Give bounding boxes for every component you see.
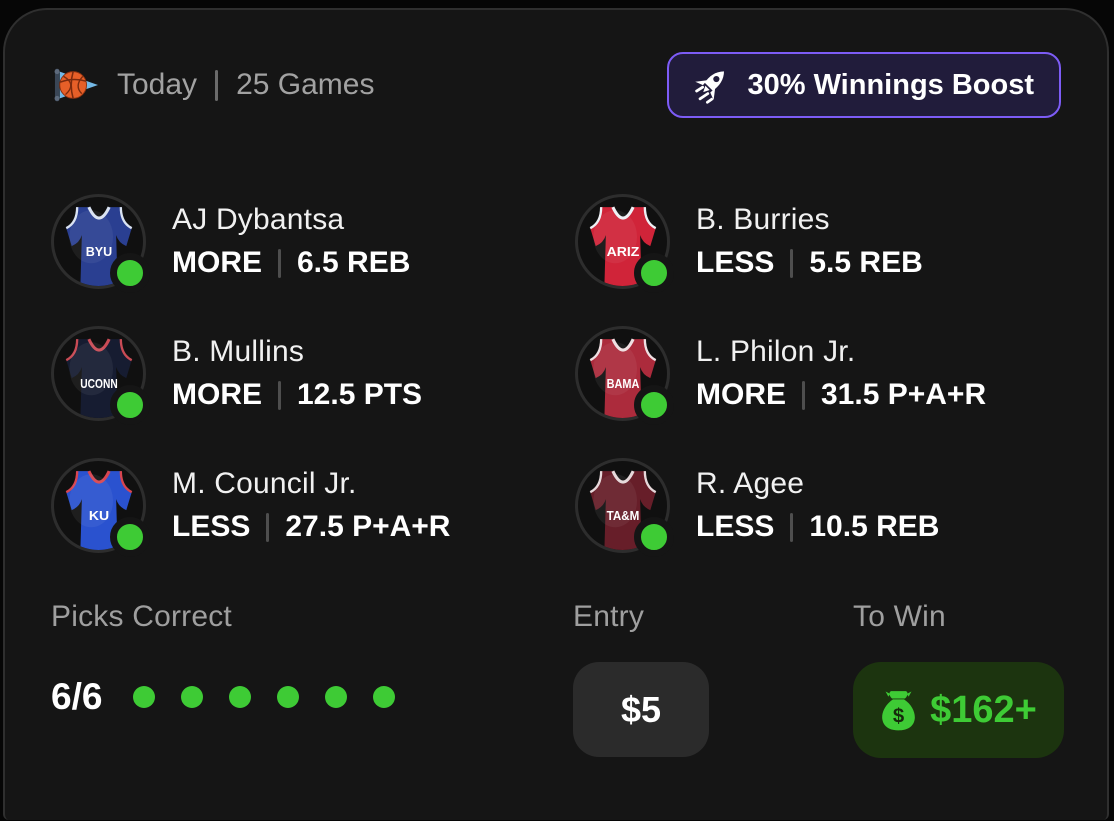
- date-label: Today: [117, 68, 198, 101]
- correct-pick-dot: [229, 686, 252, 708]
- player-avatar: BAMA: [575, 326, 674, 425]
- basketball-pennant-icon: [51, 63, 101, 107]
- pick-direction: MORE: [696, 378, 786, 411]
- money-bag-icon: $: [880, 690, 917, 731]
- pick-status-dot: [634, 253, 674, 293]
- player-name: B. Mullins: [172, 335, 305, 368]
- pick-divider: [278, 248, 281, 278]
- picks-correct-block: Picks Correct 6/6: [51, 600, 396, 718]
- pick-info: R. Agee LESS 10.5 REB: [696, 467, 939, 544]
- player-name: AJ Dybantsa: [172, 203, 345, 236]
- svg-text:BAMA: BAMA: [606, 377, 639, 391]
- jersey-icon: BAMA: [575, 326, 670, 421]
- to-win-label: To Win: [853, 600, 946, 633]
- picks-correct-score: 6/6: [51, 676, 103, 717]
- player-name: R. Agee: [696, 467, 805, 500]
- player-avatar: TA&M: [575, 458, 674, 557]
- svg-text:TA&M: TA&M: [606, 509, 639, 523]
- pick-value: 6.5 REB: [297, 246, 411, 279]
- pick-status-dot: [110, 253, 150, 293]
- pick-row[interactable]: UCONN B. Mullins MORE 12.5 PTS: [51, 326, 575, 425]
- to-win-pill: $ $162+: [853, 662, 1064, 758]
- pick-divider: [266, 512, 270, 542]
- player-name: B. Burries: [696, 203, 830, 236]
- player-name: L. Philon Jr.: [696, 335, 856, 368]
- picks-correct-dots: [133, 686, 396, 708]
- pick-row[interactable]: BYU AJ Dybantsa MORE 6.5 REB: [51, 194, 575, 293]
- winnings-boost-badge[interactable]: 30% Winnings Boost: [667, 52, 1061, 118]
- correct-pick-dot: [277, 686, 300, 708]
- pick-value: 10.5 REB: [809, 510, 940, 543]
- to-win-block: To Win $ $162+: [853, 600, 1064, 758]
- boost-label: 30% Winnings Boost: [747, 68, 1034, 101]
- correct-pick-dot: [181, 686, 204, 708]
- pick-line: MORE 12.5 PTS: [172, 378, 422, 412]
- pick-row[interactable]: KU M. Council Jr. LESS 27.5 P+A+R: [51, 458, 575, 557]
- pick-divider: [790, 512, 794, 542]
- pick-status-dot: [634, 385, 674, 425]
- pick-row[interactable]: ARIZ B. Burries LESS 5.5 REB: [575, 194, 1061, 293]
- pick-row[interactable]: TA&M R. Agee LESS 10.5 REB: [575, 458, 1061, 557]
- svg-text:BYU: BYU: [85, 245, 112, 259]
- to-win-amount: $162+: [930, 688, 1037, 731]
- pick-value: 5.5 REB: [809, 246, 923, 279]
- pick-line: LESS 27.5 P+A+R: [172, 510, 450, 544]
- player-avatar: ARIZ: [575, 194, 674, 293]
- svg-text:$: $: [893, 705, 905, 727]
- pick-info: AJ Dybantsa MORE 6.5 REB: [172, 203, 410, 280]
- pick-info: M. Council Jr. LESS 27.5 P+A+R: [172, 467, 450, 544]
- pick-line: LESS 5.5 REB: [696, 246, 923, 280]
- svg-text:UCONN: UCONN: [80, 377, 117, 391]
- pick-direction: MORE: [172, 246, 262, 279]
- correct-pick-dot: [325, 686, 348, 708]
- pick-direction: LESS: [696, 246, 775, 279]
- pick-info: L. Philon Jr. MORE 31.5 P+A+R: [696, 335, 986, 412]
- pick-line: LESS 10.5 REB: [696, 510, 939, 544]
- pick-value: 12.5 PTS: [297, 378, 423, 411]
- picks-grid: BYU AJ Dybantsa MORE 6.5 REB: [51, 194, 1061, 557]
- pick-direction: MORE: [172, 378, 262, 411]
- pick-line: MORE 6.5 REB: [172, 246, 410, 280]
- picks-correct-label: Picks Correct: [51, 600, 232, 633]
- pick-status-dot: [110, 517, 150, 557]
- pick-line: MORE 31.5 P+A+R: [696, 378, 986, 412]
- pick-info: B. Burries LESS 5.5 REB: [696, 203, 923, 280]
- player-avatar: BYU: [51, 194, 150, 293]
- pick-value: 27.5 P+A+R: [285, 510, 451, 543]
- header-divider: [215, 69, 219, 101]
- pick-status-dot: [634, 517, 674, 557]
- svg-text:ARIZ: ARIZ: [606, 245, 639, 259]
- entry-label: Entry: [573, 600, 645, 633]
- player-avatar: KU: [51, 458, 150, 557]
- entry-summary: Picks Correct 6/6 Entry $5 To Win: [51, 600, 1064, 780]
- correct-pick-dot: [373, 686, 396, 708]
- rocket-icon: [694, 66, 732, 104]
- player-name: M. Council Jr.: [172, 467, 357, 500]
- pick-divider: [802, 380, 805, 410]
- pick-direction: LESS: [696, 510, 775, 543]
- pick-value: 31.5 P+A+R: [821, 378, 987, 411]
- pick-status-dot: [110, 385, 150, 425]
- entry-card: Today 25 Games: [3, 8, 1109, 820]
- schedule-summary: Today 25 Games: [51, 63, 374, 107]
- pick-direction: LESS: [172, 510, 251, 543]
- jersey-icon: ARIZ: [575, 194, 670, 289]
- pick-divider: [278, 380, 281, 410]
- entry-block: Entry $5: [573, 600, 709, 757]
- games-count: 25 Games: [236, 68, 375, 101]
- picks-result: 6/6: [51, 676, 396, 718]
- pick-row[interactable]: BAMA L. Philon Jr. MORE 31.5 P+A+R: [575, 326, 1061, 425]
- correct-pick-dot: [133, 686, 156, 708]
- entry-amount-button[interactable]: $5: [573, 662, 709, 757]
- pick-info: B. Mullins MORE 12.5 PTS: [172, 335, 422, 412]
- svg-text:KU: KU: [88, 509, 108, 523]
- pick-divider: [790, 248, 794, 278]
- player-avatar: UCONN: [51, 326, 150, 425]
- header: Today 25 Games: [51, 10, 1061, 118]
